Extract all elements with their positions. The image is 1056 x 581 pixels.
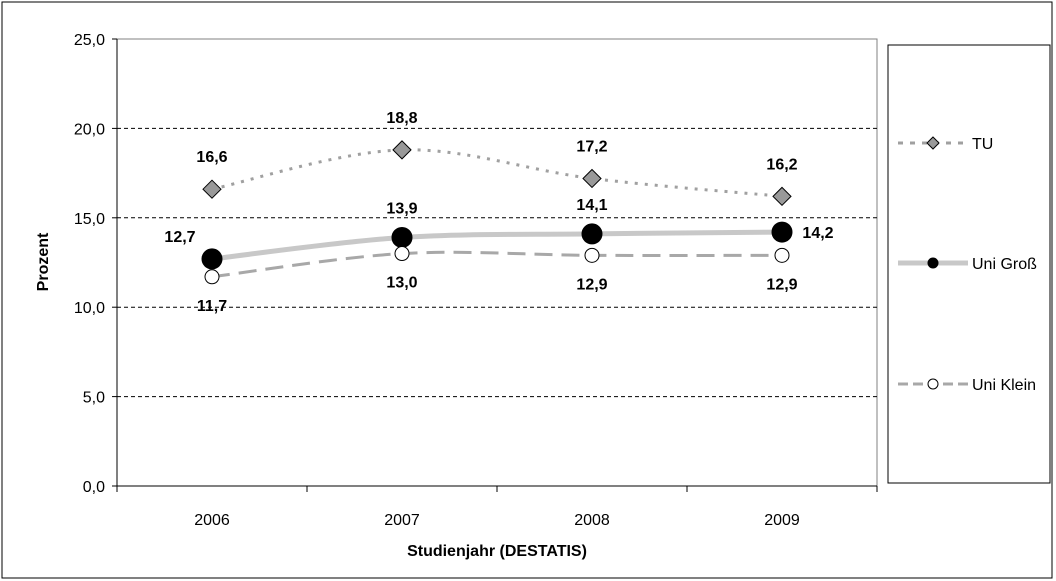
x-tick-label: 2008 — [574, 512, 610, 529]
series-group — [201, 140, 793, 285]
legend-marker — [927, 257, 939, 269]
data-point-marker — [584, 247, 600, 263]
data-point-marker — [204, 269, 220, 285]
data-label: 12,7 — [164, 229, 195, 246]
y-tick-label: 5,0 — [83, 390, 105, 407]
data-point-marker — [771, 221, 793, 243]
data-label: 17,2 — [576, 138, 607, 155]
y-axis-title: Prozent — [35, 232, 52, 291]
data-label: 16,2 — [766, 156, 797, 173]
data-label: 13,9 — [386, 200, 417, 217]
data-point-marker — [772, 186, 792, 207]
series-line-0 — [211, 148, 783, 198]
x-tick-label: 2009 — [764, 512, 800, 529]
data-label: 12,9 — [576, 276, 607, 293]
data-label: 18,8 — [386, 110, 417, 127]
y-tick-label: 0,0 — [83, 479, 105, 496]
legend-marker — [927, 378, 939, 390]
y-tick-label: 10,0 — [74, 300, 105, 317]
legend-label: TU — [972, 136, 993, 153]
data-point-marker — [201, 248, 223, 270]
data-point-marker — [774, 247, 790, 263]
data-point-marker — [582, 168, 602, 189]
y-tick-label: 25,0 — [74, 32, 105, 49]
data-labels: 16,6 18,8 17,2 16,2 12,7 13,9 14,1 14,2 11,7 13,0… — [164, 110, 833, 315]
series-line-1 — [211, 229, 783, 262]
data-label: 16,6 — [196, 149, 227, 166]
data-label: 13,0 — [386, 275, 417, 292]
legend-label: Uni Klein — [972, 377, 1036, 394]
legend-marker — [926, 136, 940, 150]
legend-label: Uni Groß — [972, 256, 1037, 273]
x-tick-label: 2007 — [384, 512, 420, 529]
data-point-marker — [394, 246, 410, 262]
series-line-2 — [211, 250, 783, 279]
y-tick-label: 15,0 — [74, 211, 105, 228]
data-label: 14,1 — [576, 197, 607, 214]
legend: TU Uni Groß Uni Klein — [898, 136, 1037, 394]
data-point-marker — [392, 140, 412, 160]
y-axis-ticks: 0,0 5,0 10,0 15,0 20,0 25,0 — [74, 32, 117, 496]
data-label: 14,2 — [802, 225, 833, 242]
data-point-marker — [391, 226, 413, 248]
data-label: 12,9 — [766, 276, 797, 293]
data-point-marker — [581, 223, 603, 245]
gridlines — [117, 127, 877, 398]
x-tick-label: 2006 — [194, 512, 230, 529]
x-axis-title: Studienjahr (DESTATIS) — [407, 543, 587, 560]
data-label: 11,7 — [197, 298, 227, 315]
y-tick-label: 20,0 — [74, 121, 105, 138]
plot-area — [116, 38, 878, 487]
data-point-marker — [202, 179, 222, 199]
x-axis-ticks: 2006 2007 2008 2009 — [116, 486, 878, 529]
